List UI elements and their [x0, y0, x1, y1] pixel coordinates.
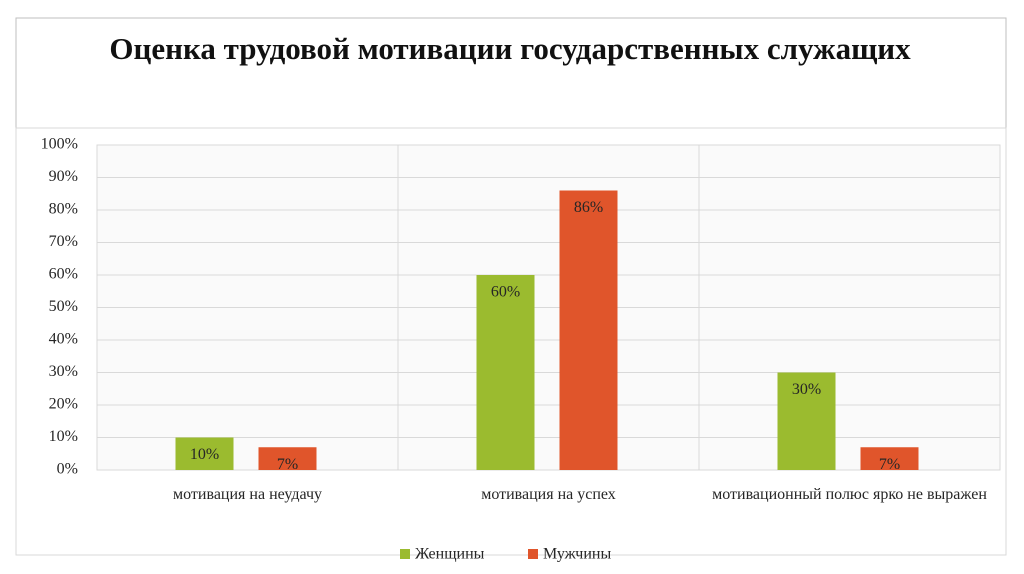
y-tick-label: 90% [49, 168, 78, 185]
bar [860, 447, 919, 470]
y-tick-label: 0% [57, 461, 78, 478]
legend-label: Женщины [415, 546, 485, 563]
y-tick-label: 60% [49, 266, 78, 283]
y-tick-label: 20% [49, 396, 78, 413]
bar [258, 447, 317, 470]
legend-swatch [400, 549, 410, 559]
data-label: 60% [491, 284, 520, 301]
y-tick-label: 10% [49, 428, 78, 445]
y-tick-label: 100% [41, 136, 78, 153]
y-tick-label: 70% [49, 233, 78, 250]
data-label: 7% [277, 456, 298, 473]
x-tick-label: мотивация на неудачу [173, 486, 322, 503]
y-tick-label: 50% [49, 298, 78, 315]
y-tick-label: 80% [49, 201, 78, 218]
data-label: 30% [792, 381, 821, 398]
chart-frame [15, 127, 1007, 556]
bar [476, 275, 535, 470]
bar [777, 372, 836, 470]
bar [559, 190, 618, 470]
chart-title: Оценка трудовой мотивации государственны… [109, 31, 911, 66]
data-label: 10% [190, 446, 219, 463]
legend-swatch [528, 549, 538, 559]
legend-label: Мужчины [543, 546, 611, 563]
data-label: 86% [574, 199, 603, 216]
data-label: 7% [879, 456, 900, 473]
bar [175, 437, 234, 470]
x-tick-label: мотивационный полюс ярко не выражен [712, 486, 987, 503]
y-tick-label: 40% [49, 331, 78, 348]
y-tick-label: 30% [49, 363, 78, 380]
x-tick-label: мотивация на успех [481, 486, 616, 503]
